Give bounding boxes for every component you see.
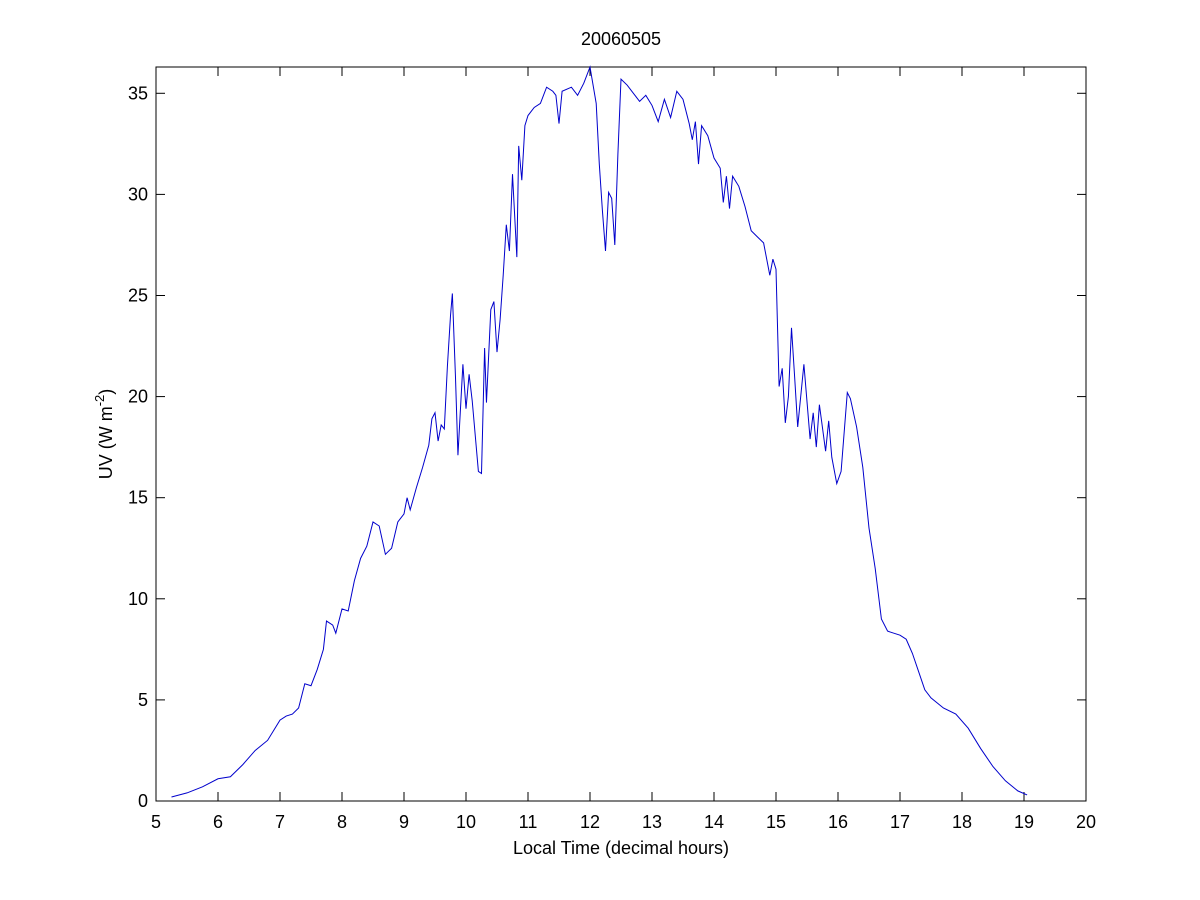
- x-tick-label: 18: [952, 812, 972, 832]
- y-tick-label: 5: [138, 690, 148, 710]
- x-tick-label: 12: [580, 812, 600, 832]
- x-tick-label: 10: [456, 812, 476, 832]
- x-tick-label: 17: [890, 812, 910, 832]
- x-tick-label: 20: [1076, 812, 1096, 832]
- x-tick-label: 6: [213, 812, 223, 832]
- data-line: [171, 65, 1028, 798]
- y-tick-label: 0: [138, 791, 148, 811]
- y-tick-label: 30: [128, 184, 148, 204]
- y-label-sup: -2: [92, 395, 107, 407]
- chart-title: 20060505: [581, 29, 661, 49]
- y-tick-label: 25: [128, 285, 148, 305]
- x-tick-label: 15: [766, 812, 786, 832]
- y-tick-label: 35: [128, 83, 148, 103]
- y-tick-label: 15: [128, 488, 148, 508]
- y-tick-label: 10: [128, 589, 148, 609]
- x-tick-label: 13: [642, 812, 662, 832]
- x-tick-label: 5: [151, 812, 161, 832]
- x-tick-label: 19: [1014, 812, 1034, 832]
- y-axis-label: UV (W m-2): [92, 389, 116, 480]
- x-axis-label: Local Time (decimal hours): [513, 838, 729, 858]
- x-tick-label: 11: [519, 812, 538, 832]
- x-tick-label: 16: [828, 812, 848, 832]
- y-label-suffix: ): [96, 389, 116, 395]
- x-tick-label: 8: [337, 812, 347, 832]
- x-tick-label: 9: [399, 812, 409, 832]
- x-tick-label: 14: [704, 812, 724, 832]
- x-tick-label: 7: [275, 812, 285, 832]
- plot-frame: [155, 66, 1087, 802]
- y-label-text: UV (W m: [96, 406, 116, 479]
- y-tick-label: 20: [128, 387, 148, 407]
